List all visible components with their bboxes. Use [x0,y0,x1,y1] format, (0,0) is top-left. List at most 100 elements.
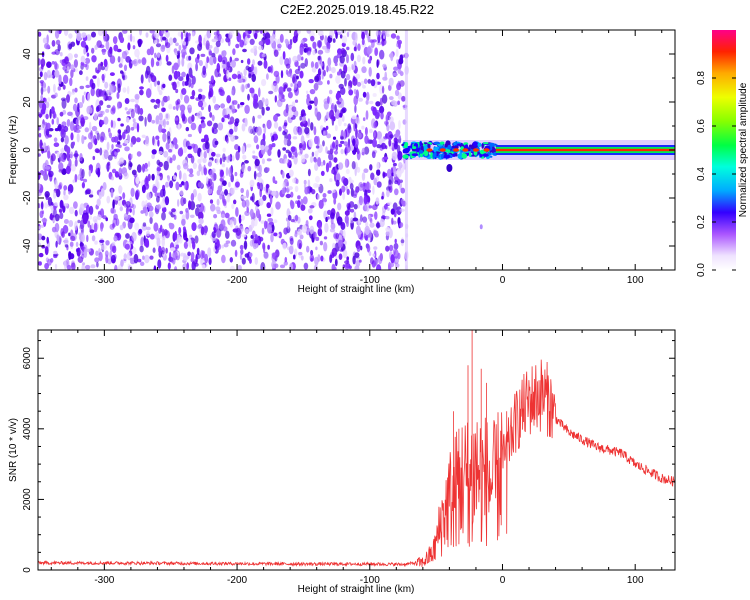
y-tick-label: -40 [22,238,33,253]
spectrogram-noise-cell [129,33,133,42]
spectrogram-noise-cell [140,210,145,214]
spectrogram-noise-cell [54,49,60,56]
spectrogram-noise-cell [165,30,170,38]
spectrogram-noise-cell [195,62,199,72]
spectrogram-noise-cell [190,155,195,164]
spectrogram-noise-cell [392,202,398,211]
spectrogram-noise-cell [391,217,394,225]
spectrogram-noise-cell [352,255,356,265]
spectrogram-noise-cell [88,205,94,215]
spectrogram-noise-cell [374,250,377,259]
spectrogram-noise-cell [198,93,202,100]
spectrogram-noise-cell [261,227,265,235]
spectrogram-noise-cell [287,44,292,50]
spectrogram-noise-cell [74,97,78,104]
colorbar: 0.0 0.2 0.4 0.6 0.8 Normalized spectral ampl… [696,30,749,277]
spectrogram-noise-cell [285,63,291,69]
spectrogram-noise-cell [242,154,247,160]
spectrogram-noise-cell [238,214,242,224]
spectrogram-noise-cell [211,114,215,122]
spectrogram-noise-cell [158,89,163,96]
spectrogram-noise-cell [96,77,100,88]
spectrogram-noise-cell [383,35,386,39]
spectrogram-noise-cell [167,135,171,144]
spectrogram-noise-cell [249,38,255,46]
spectrogram-noise-cell [69,206,75,215]
spectrogram-noise-cell [330,212,335,220]
spectrogram-noise-cell [320,170,325,176]
spectrogram-noise-cell [187,116,193,124]
spectrogram-noise-cell [160,188,165,198]
spectrogram-noise-cell [95,106,100,113]
spectrogram-noise-cell [304,58,308,67]
spectrogram-noise-cell [328,89,333,95]
spectrogram-noise-cell [338,97,343,102]
spectrogram-noise-cell [278,86,284,95]
spectrogram-noise-cell [271,190,277,197]
spectrogram-noise-cell [381,195,384,200]
spectrogram-noise-cell [349,144,354,152]
spectrogram-noise-cell [91,125,98,132]
spectrogram-noise-cell [271,224,275,232]
spectrogram-noise-cell [235,207,239,217]
spectrogram-noise-cell [203,37,206,46]
spectrogram-noise-cell [111,168,117,174]
spectrogram-noise-cell [168,103,173,110]
spectrogram-noise-cell [254,257,258,265]
spectrogram-noise-cell [66,264,72,270]
spectrogram-noise-cell [287,214,292,221]
spectrogram-noise-cell [307,208,313,214]
spectrogram-noise-cell [72,141,76,146]
spectrogram-noise-cell [57,86,61,91]
spectrogram-noise-cell [175,181,180,191]
spectrogram-noise-cell [396,35,400,40]
spectrogram-noise-cell [333,157,338,163]
spectrogram-noise-cell [324,35,328,46]
spectrogram-noise-cell [171,208,176,213]
spectrogram-noise-cell [348,265,352,270]
spectrogram-noise-cell [150,75,157,83]
spectrogram-noise-cell [268,90,274,95]
spectrogram-noise-cell [136,164,142,173]
spectrogram-noise-cell [45,113,49,120]
spectrogram-noise-cell [120,259,124,267]
spectrogram-noise-cell [257,176,262,183]
spectrogram-noise-cell [63,194,69,201]
spectrogram-noise-cell [182,255,188,262]
spectrogram-noise-cell [338,143,343,148]
spectrogram-noise-cell [381,215,386,220]
spectrogram-noise-cell [169,180,174,189]
spectrogram-noise-cell [223,200,227,205]
signal-band-cell [418,150,424,154]
spectrogram-noise-cell [209,56,214,66]
spectrogram-noise-cell [191,32,195,37]
spectrogram-noise-cell [318,199,324,209]
spectrogram-noise-cell [292,76,296,84]
spectrogram-noise-cell [186,262,189,270]
spectrogram-noise-cell [376,144,382,149]
spectrogram-noise-cell [294,185,299,193]
spectrogram-noise-cell [283,122,288,127]
spectrogram-noise-cell [107,154,113,161]
spectrogram-noise-cell [69,241,74,247]
spectrogram-noise-cell [83,91,87,96]
spectrogram-noise-cell [258,40,264,46]
spectrogram-noise-cell [124,107,128,111]
spectrogram-noise-cell [144,207,149,217]
spectrogram-noise-cell [279,264,286,269]
spectrogram-noise-cell [42,97,46,102]
spectrogram-noise-cell [286,139,292,147]
spectrogram-noise-cell [78,102,83,109]
spectrogram-noise-cell [240,249,244,255]
spectrogram-noise-cell [292,55,298,63]
spectrogram-noise-cell [119,157,125,164]
spectrogram-noise-cell [148,75,151,83]
spectrogram-noise-cell [162,235,166,241]
spectrogram-noise-cell [149,255,154,260]
spectrogram-noise-cell [344,77,347,87]
spectrogram-noise-cell [370,257,374,265]
spectrogram-noise-cell [56,117,59,126]
spectrogram-noise-cell [137,39,142,48]
spectrogram-noise-cell [376,72,380,80]
